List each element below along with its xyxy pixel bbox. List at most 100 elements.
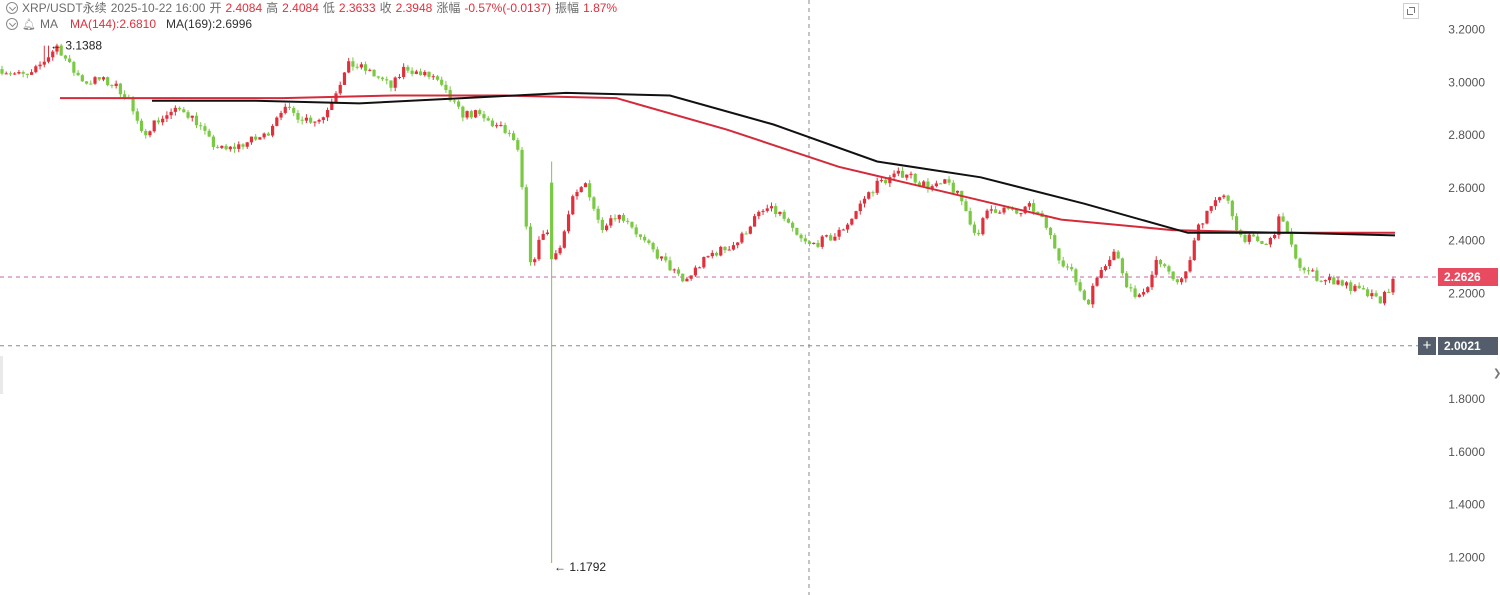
candle-body xyxy=(630,221,634,228)
candle-body xyxy=(782,211,786,219)
fullscreen-icon[interactable] xyxy=(1403,3,1419,19)
candle-body xyxy=(237,144,241,149)
candle-body xyxy=(435,76,440,80)
candle-body xyxy=(279,112,283,118)
y-tick-label: 1.2000 xyxy=(1448,551,1485,565)
candle-body xyxy=(249,136,254,143)
candle-body xyxy=(1298,258,1302,268)
candle-body xyxy=(1129,287,1133,289)
candle-body xyxy=(1247,234,1251,242)
candle-body xyxy=(854,211,858,219)
candle-body xyxy=(46,57,51,62)
candle-body xyxy=(706,256,710,258)
change-value: -0.57%(-0.0137) xyxy=(464,0,552,15)
low-value: 2.3633 xyxy=(338,0,376,15)
candle-body xyxy=(757,211,761,217)
candle-body xyxy=(1201,223,1205,225)
high-annotation: ← 3.1388 xyxy=(50,39,102,53)
left-scroll-handle[interactable] xyxy=(0,356,3,394)
candle-body xyxy=(368,69,372,71)
candle-body xyxy=(1108,259,1112,267)
candle-body xyxy=(1048,227,1053,236)
candle-body xyxy=(503,125,507,133)
candle-body xyxy=(1289,231,1294,245)
candle-body xyxy=(232,146,237,149)
candle-body xyxy=(867,192,871,199)
candle-body xyxy=(1319,280,1323,282)
candle-body xyxy=(1370,293,1374,297)
candle-body xyxy=(807,241,812,245)
candle-body xyxy=(1074,269,1078,283)
candle-body xyxy=(896,170,900,174)
candle-body xyxy=(723,246,727,251)
candle-body xyxy=(1120,258,1125,274)
candle-body xyxy=(93,77,97,84)
candle-body xyxy=(862,198,867,204)
indicator-name[interactable]: MA xyxy=(39,17,58,31)
candle-body xyxy=(148,131,152,136)
candle-body xyxy=(317,119,321,122)
candle-body xyxy=(270,125,275,136)
candle-body xyxy=(892,173,896,178)
candle-body xyxy=(97,77,101,80)
candle-body xyxy=(528,226,533,263)
candle-body xyxy=(943,179,947,184)
candle-body xyxy=(1357,285,1361,289)
y-tick-label: 1.8000 xyxy=(1448,392,1485,406)
amplitude-label: 振幅 xyxy=(555,1,580,15)
candle-body xyxy=(1103,266,1108,271)
candle-body xyxy=(799,234,803,239)
candle-body xyxy=(1137,294,1141,297)
ohlc-legend: XRP/USDT永续 2025-10-22 16:00 开 2.4084 高 2… xyxy=(6,0,621,16)
candle-body xyxy=(765,208,769,211)
candle-body xyxy=(571,196,575,215)
candle-body xyxy=(165,115,169,119)
grid-lines xyxy=(0,0,1438,595)
candle-body xyxy=(72,62,76,73)
candle-body xyxy=(1281,216,1285,222)
candle-body xyxy=(761,210,765,212)
candle-body xyxy=(372,69,376,77)
candle-body xyxy=(393,77,397,88)
candle-body xyxy=(668,260,672,271)
candle-body xyxy=(262,133,266,138)
candle-body xyxy=(397,76,402,78)
candle-body xyxy=(748,226,752,234)
candle-body xyxy=(296,112,300,120)
candle-body xyxy=(812,242,816,245)
candle-body xyxy=(385,79,389,81)
candle-body xyxy=(613,218,617,220)
candle-body xyxy=(1023,206,1027,214)
candle-body xyxy=(913,173,917,183)
candle-body xyxy=(4,73,8,75)
candle-body xyxy=(816,242,820,247)
candle-body xyxy=(1344,282,1349,286)
candle-body xyxy=(220,145,224,148)
candle-body xyxy=(38,64,42,67)
amplitude-value: 1.87% xyxy=(583,0,618,15)
candle-body xyxy=(266,133,270,136)
candle-body xyxy=(676,269,681,274)
candle-body xyxy=(68,58,72,63)
chevron-right-icon[interactable]: ❯ xyxy=(1493,368,1500,379)
candle-body xyxy=(1065,266,1070,268)
add-alert-button[interactable]: + xyxy=(1418,337,1436,355)
candle-body xyxy=(638,234,643,237)
candle-body xyxy=(939,183,943,185)
candles xyxy=(0,43,1395,563)
candle-body xyxy=(29,72,34,75)
candle-body xyxy=(621,214,626,221)
candle-body xyxy=(1032,203,1036,212)
candle-body xyxy=(1234,216,1239,231)
collapse-toggle-icon[interactable] xyxy=(6,1,18,14)
candle-body xyxy=(981,218,985,235)
candle-body xyxy=(545,232,550,235)
candle-body xyxy=(478,110,482,115)
symbol-name: XRP/USDT永续 xyxy=(22,1,107,15)
bell-icon[interactable]: 🔔︎ xyxy=(22,18,36,31)
candle-body xyxy=(791,222,795,228)
collapse-toggle-icon[interactable] xyxy=(6,18,18,30)
last-price-tag: 2.2626 xyxy=(1438,268,1498,286)
y-tick-label: 2.2000 xyxy=(1448,287,1485,301)
